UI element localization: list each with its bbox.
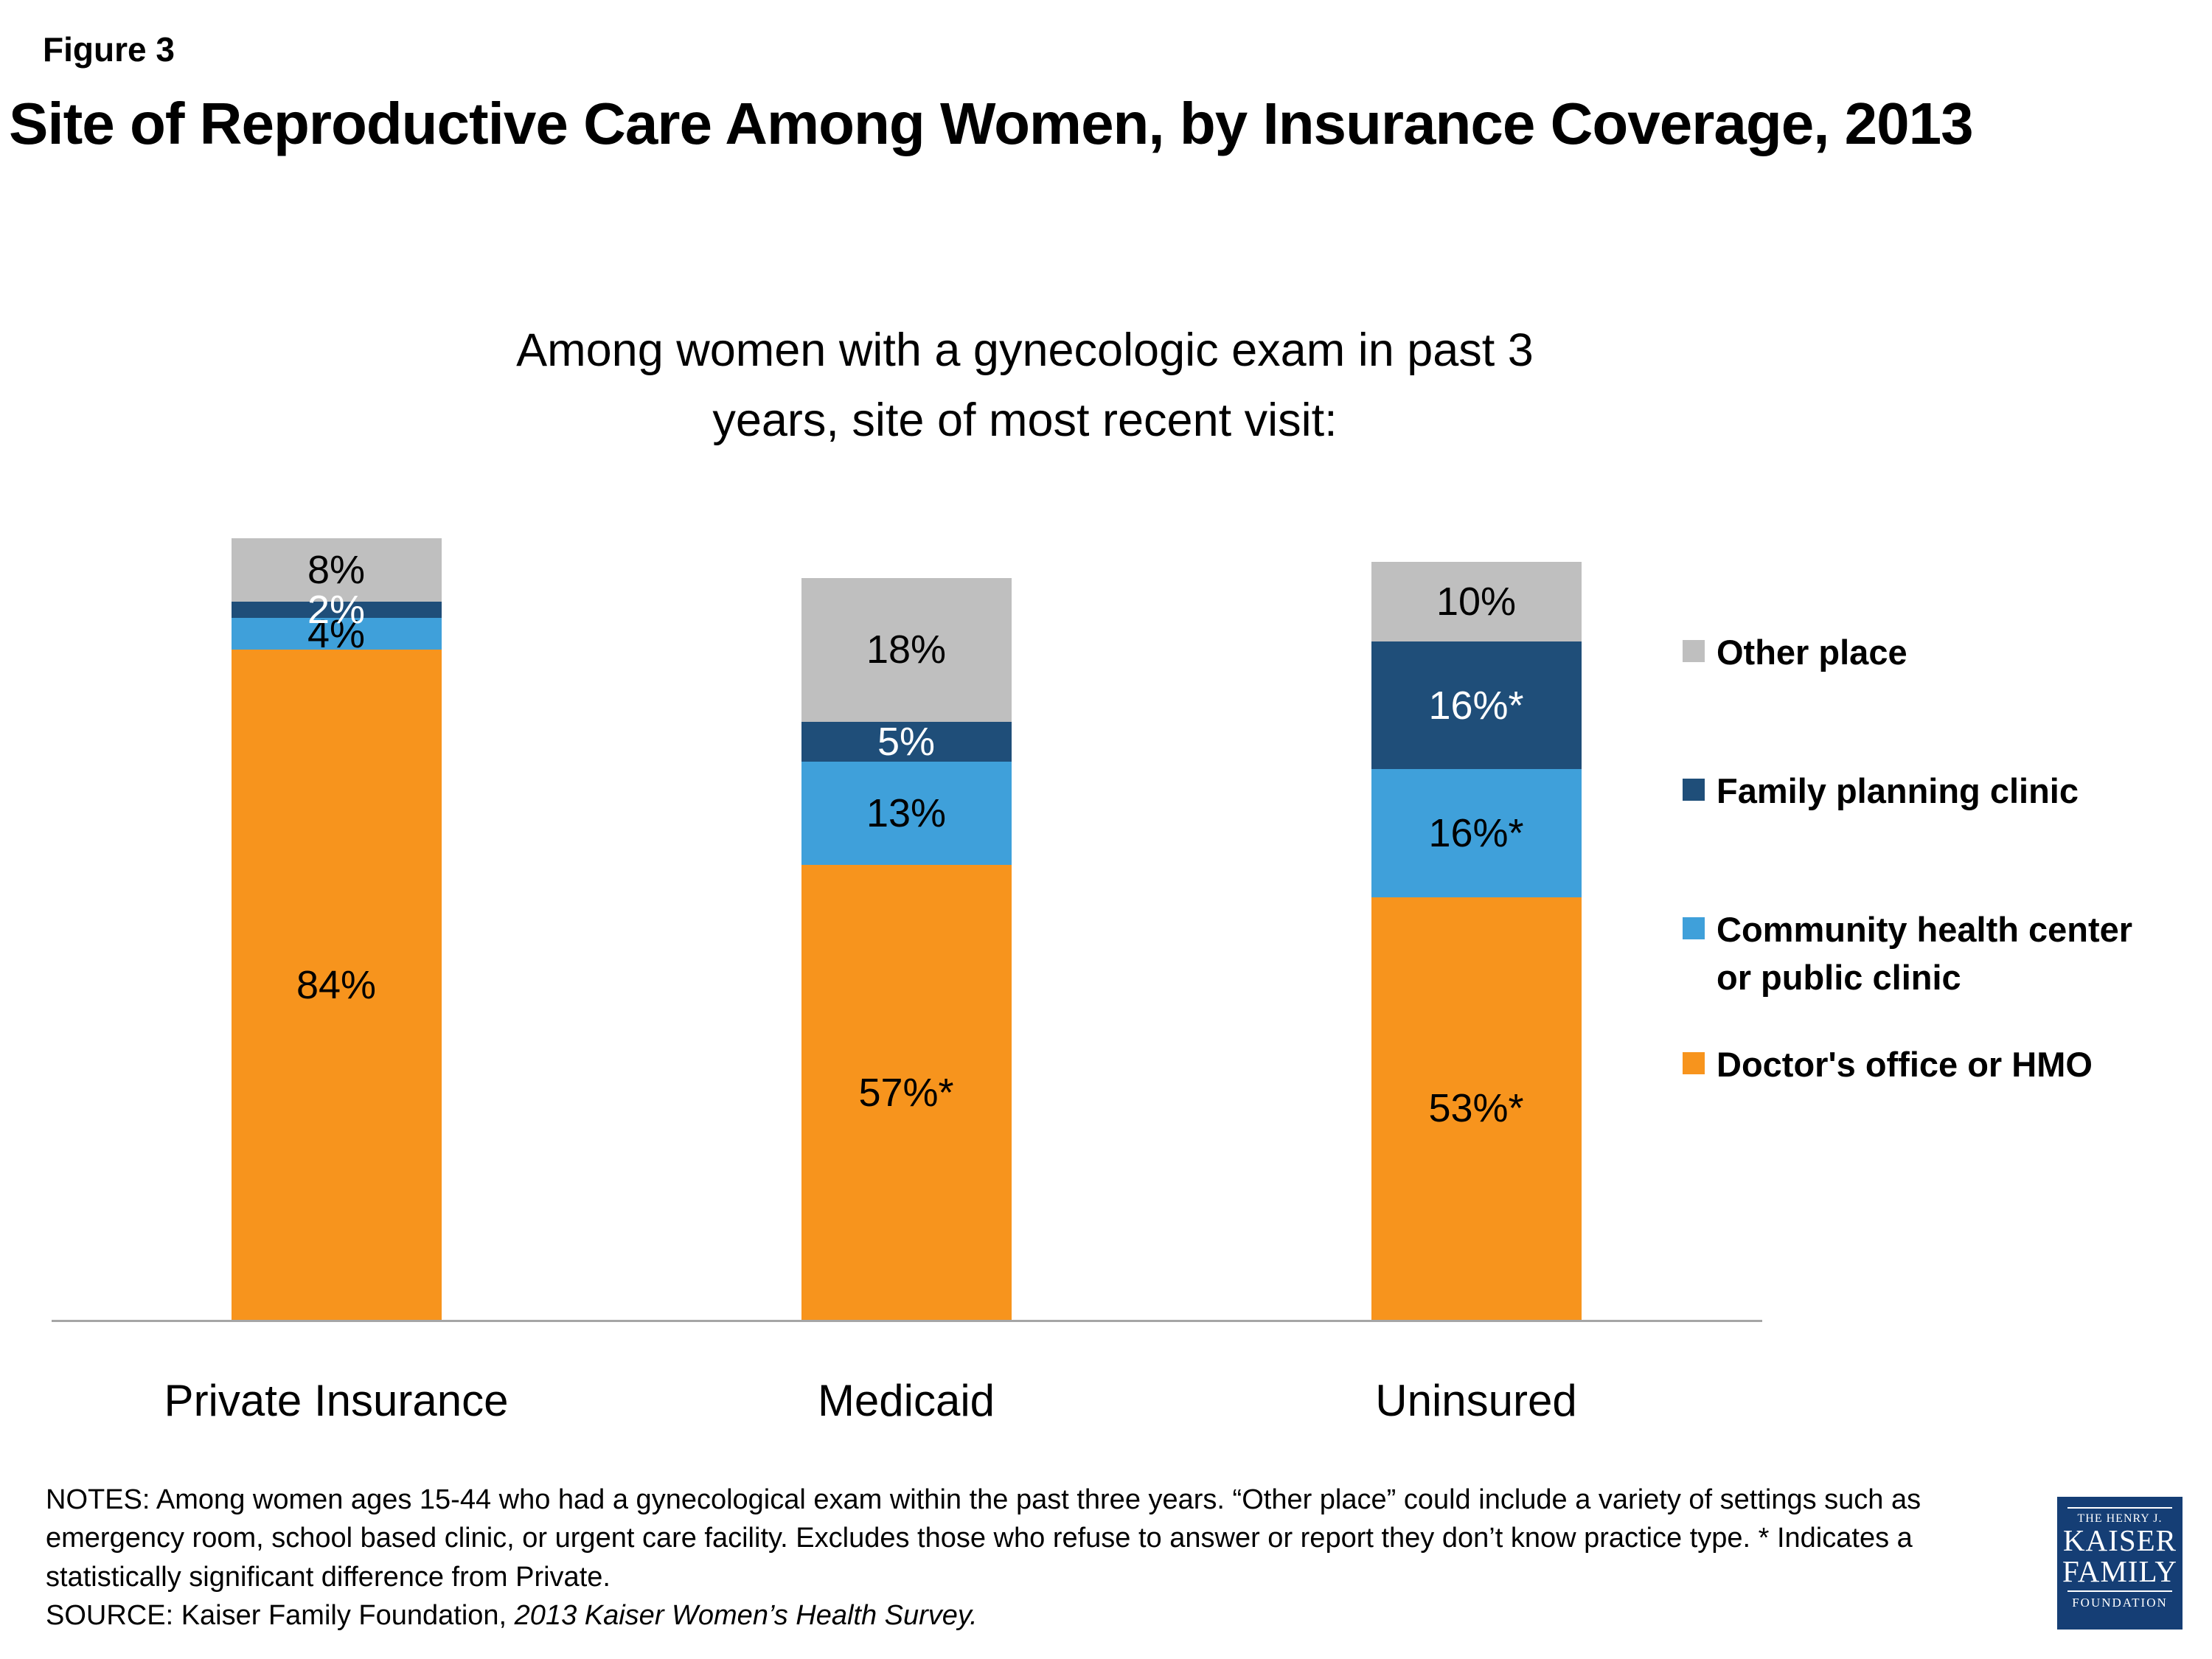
- category-label-uninsured: Uninsured: [1375, 1376, 1577, 1425]
- bar-value-label-other-place-medicaid: 18%: [866, 627, 947, 672]
- legend-label-family-planning: Family planning clinic: [1717, 771, 2079, 810]
- legend-label-other-place: Other place: [1717, 633, 1907, 672]
- bar-segment-doctors-office-uninsured: 53%*: [1371, 897, 1582, 1320]
- legend: Other place Family planning clinic Communi…: [1683, 628, 2191, 1179]
- logo-line-foundation: FOUNDATION: [2072, 1595, 2168, 1610]
- bar-segment-community-health-medicaid: 13%: [801, 761, 1012, 866]
- bar-value-label-community-health-uninsured: 16%*: [1428, 810, 1524, 855]
- kff-logo: THE HENRY J. KAISER FAMILY FOUNDATION: [2057, 1497, 2183, 1630]
- bar-value-label-family-planning-uninsured: 16%*: [1428, 683, 1524, 728]
- chart-subtitle: Among women with a gynecologic exam in p…: [288, 316, 1762, 455]
- page-title: Site of Reproductive Care Among Women, b…: [9, 91, 1974, 156]
- legend-label-doctors-office: Doctor's office or HMO: [1717, 1045, 2093, 1085]
- bar-segment-family-planning-medicaid: 5%: [801, 719, 1012, 764]
- logo-line-henry: THE HENRY J.: [2077, 1512, 2163, 1525]
- category-label-medicaid: Medicaid: [817, 1376, 995, 1425]
- legend-label-community-health: Community health center or public clinic: [1717, 909, 2133, 998]
- plot-area: 84% 4% 2% 8% Private Insurance 57%* 13% 5% 18% Me…: [52, 516, 1762, 1425]
- legend-swatch-family-planning: [1683, 778, 1705, 801]
- source-title: 2013 Kaiser Women’s Health Survey.: [514, 1600, 978, 1632]
- logo-divider-bottom: [2067, 1590, 2173, 1592]
- bar-segment-other-place-uninsured: 10%: [1371, 562, 1582, 642]
- legend-swatch-other-place: [1683, 640, 1705, 662]
- chart-subtitle-line1: Among women with a gynecologic exam in p…: [516, 324, 1534, 376]
- chart-subtitle-line2: years, site of most recent visit:: [712, 394, 1338, 446]
- logo-line-family: FAMILY: [2062, 1554, 2178, 1588]
- notes-block: NOTES: Among women ages 15-44 who had a …: [46, 1481, 1948, 1635]
- bar-segment-other-place-medicaid: 18%: [801, 577, 1012, 722]
- legend-item-doctors-office: Doctor's office or HMO: [1683, 1040, 2191, 1089]
- bar-segment-doctors-office-private-insurance: 84%: [231, 650, 442, 1320]
- legend-item-other-place: Other place: [1683, 628, 2191, 677]
- bar-segment-community-health-private-insurance: 4%: [231, 614, 442, 654]
- category-label-private-insurance: Private Insurance: [164, 1376, 509, 1425]
- bar-value-label-family-planning-private-insurance: 2%: [307, 588, 366, 633]
- bar-value-label-doctors-office-private-insurance: 84%: [296, 962, 377, 1007]
- bar-value-label-community-health-medicaid: 13%: [866, 790, 947, 835]
- bar-value-label-other-place-private-insurance: 8%: [307, 547, 366, 592]
- logo-line-kaiser: KAISER: [2062, 1523, 2177, 1558]
- bar-value-label-doctors-office-uninsured: 53%*: [1428, 1086, 1524, 1131]
- bar-value-label-doctors-office-medicaid: 57%*: [858, 1070, 954, 1115]
- bar-segment-family-planning-private-insurance: 2%: [231, 590, 442, 630]
- legend-swatch-community-health: [1683, 917, 1705, 939]
- legend-swatch-doctors-office: [1683, 1052, 1705, 1075]
- legend-item-community-health: Community health center or public clinic: [1683, 905, 2191, 1003]
- bar-segment-doctors-office-medicaid: 57%*: [801, 865, 1012, 1320]
- figure-label: Figure 3: [43, 30, 175, 69]
- bar-segment-other-place-private-insurance: 8%: [231, 538, 442, 602]
- bar-value-label-other-place-uninsured: 10%: [1436, 580, 1517, 625]
- bar-value-label-family-planning-medicaid: 5%: [877, 719, 936, 764]
- bar-value-label-community-health-private-insurance: 4%: [307, 611, 366, 656]
- notes-text: NOTES: Among women ages 15-44 who had a …: [46, 1484, 1921, 1593]
- bar-segment-family-planning-uninsured: 16%*: [1371, 641, 1582, 770]
- logo-divider-top: [2067, 1507, 2173, 1509]
- source-prefix: SOURCE: Kaiser Family Foundation,: [46, 1600, 515, 1632]
- source-text: SOURCE: Kaiser Family Foundation, 2013 K…: [46, 1596, 1948, 1635]
- bar-segment-community-health-uninsured: 16%*: [1371, 769, 1582, 897]
- legend-item-family-planning: Family planning clinic: [1683, 767, 2191, 815]
